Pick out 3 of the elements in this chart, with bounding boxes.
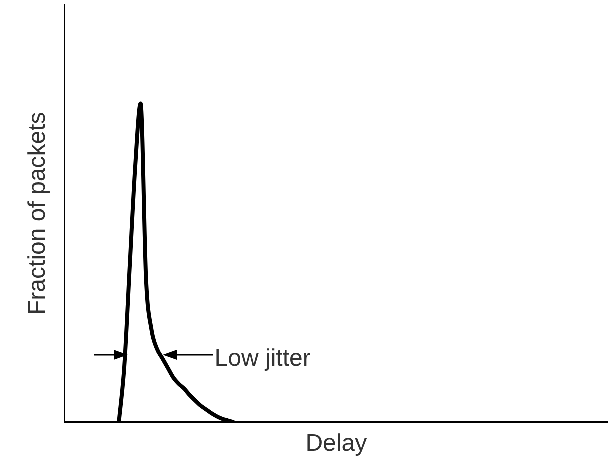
annotation: Low jitter (214, 344, 311, 372)
x-axis-title: Delay (306, 430, 368, 458)
y-axis-title: Fraction of packets (24, 112, 52, 315)
